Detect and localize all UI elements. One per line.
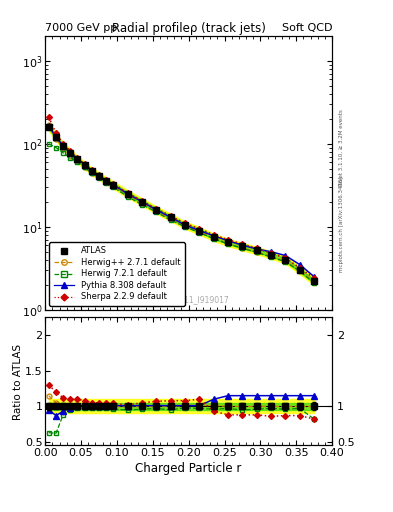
Text: Soft QCD: Soft QCD (282, 23, 332, 33)
Text: ATLAS_2011_I919017: ATLAS_2011_I919017 (148, 295, 230, 304)
X-axis label: Charged Particle r: Charged Particle r (136, 462, 242, 475)
Text: Rivet 3.1.10, ≥ 3.2M events: Rivet 3.1.10, ≥ 3.2M events (339, 109, 344, 185)
Text: 7000 GeV pp: 7000 GeV pp (45, 23, 118, 33)
Y-axis label: Ratio to ATLAS: Ratio to ATLAS (13, 344, 24, 419)
Text: mcplots.cern.ch [arXiv:1306.3436]: mcplots.cern.ch [arXiv:1306.3436] (339, 176, 344, 272)
Legend: ATLAS, Herwig++ 2.7.1 default, Herwig 7.2.1 default, Pythia 8.308 default, Sherp: ATLAS, Herwig++ 2.7.1 default, Herwig 7.… (50, 242, 185, 306)
Title: Radial profileρ (track jets): Radial profileρ (track jets) (112, 22, 266, 35)
